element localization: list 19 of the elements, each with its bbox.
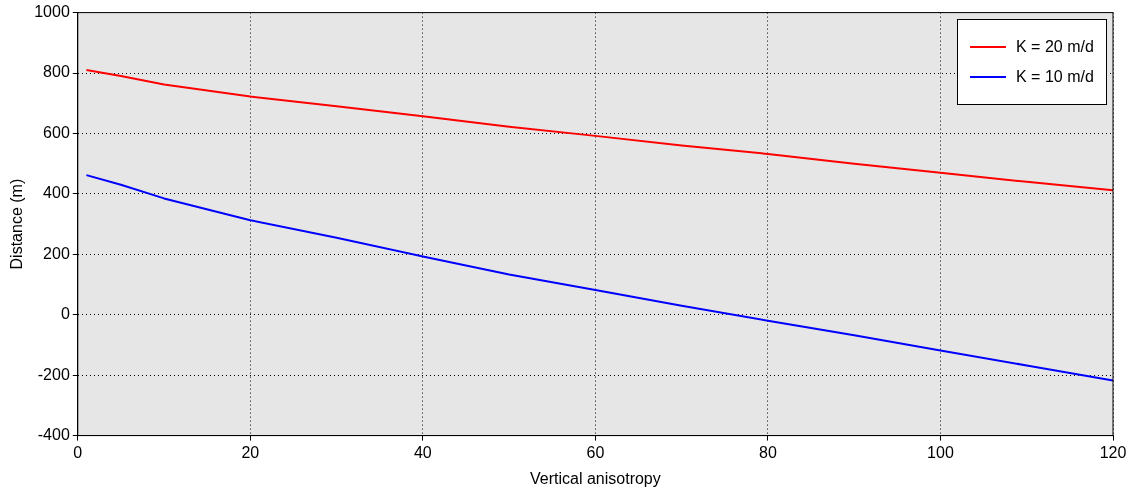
- x-axis-title: Vertical anisotropy: [530, 469, 661, 487]
- y-tick-label: -400: [37, 426, 70, 444]
- y-tick-label: 1000: [34, 3, 70, 21]
- y-tick-label: 600: [43, 123, 70, 141]
- legend-label: K = 10 m/d: [1016, 67, 1094, 86]
- y-axis-title: Distance (m): [8, 178, 26, 270]
- x-tick-label: 40: [413, 443, 432, 461]
- x-tick-label: 100: [927, 443, 954, 461]
- x-tick-label: 80: [759, 443, 777, 461]
- y-tick-label: 400: [43, 184, 70, 202]
- y-tick-label: 200: [43, 244, 70, 262]
- y-tick-label: 800: [43, 63, 70, 81]
- y-tick-label: -200: [37, 365, 70, 383]
- x-tick-label: 120: [1099, 443, 1127, 461]
- legend-label: K = 20 m/d: [1016, 37, 1094, 56]
- x-tick-label: 20: [241, 443, 260, 461]
- y-tick-label: 0: [60, 305, 70, 323]
- x-tick-label: 0: [73, 443, 83, 461]
- x-tick-label: 60: [586, 443, 605, 461]
